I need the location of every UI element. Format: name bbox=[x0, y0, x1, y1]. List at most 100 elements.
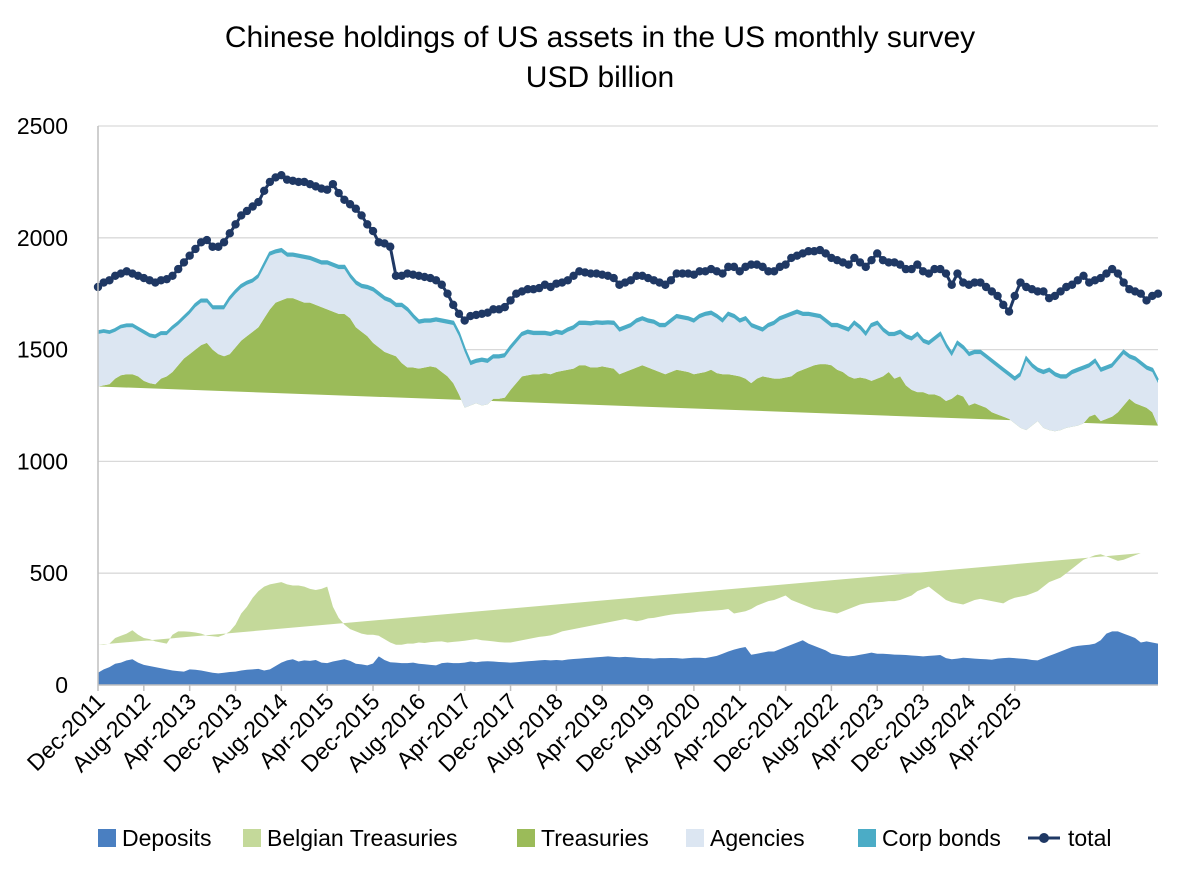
total-point bbox=[999, 300, 1008, 310]
legend-label-deposits: Deposits bbox=[122, 825, 211, 851]
total-point bbox=[941, 269, 951, 278]
total-point bbox=[666, 276, 676, 285]
y-tick-label: 0 bbox=[55, 672, 68, 698]
legend-label-total: total bbox=[1068, 825, 1111, 851]
y-tick-label: 2500 bbox=[17, 113, 68, 139]
total-point bbox=[981, 282, 991, 292]
total-point bbox=[844, 260, 853, 269]
total-point bbox=[265, 177, 275, 187]
total-point bbox=[1113, 269, 1123, 278]
total-point bbox=[735, 267, 744, 276]
total-point bbox=[1136, 289, 1146, 298]
total-point bbox=[202, 235, 212, 245]
total-point bbox=[1016, 278, 1025, 287]
total-point bbox=[609, 273, 618, 283]
total-point bbox=[363, 220, 372, 229]
total-point bbox=[168, 271, 177, 281]
total-point bbox=[867, 255, 876, 265]
total-point bbox=[913, 260, 922, 269]
total-point bbox=[431, 276, 441, 285]
total-point bbox=[563, 276, 573, 285]
chart-title: Chinese holdings of US assets in the US … bbox=[225, 21, 975, 54]
legend-swatch-agencies bbox=[686, 829, 704, 847]
y-tick-label: 2000 bbox=[17, 225, 68, 251]
total-point bbox=[953, 269, 962, 278]
total-point bbox=[993, 291, 1002, 301]
area-belgian-treasuries bbox=[98, 553, 1141, 645]
total-point bbox=[947, 280, 956, 289]
total-point bbox=[340, 195, 349, 204]
total-point bbox=[237, 211, 246, 220]
legend-marker-total bbox=[1039, 833, 1049, 843]
legend-label-corp-bonds: Corp bonds bbox=[882, 825, 1001, 851]
total-point bbox=[351, 204, 361, 213]
total-point bbox=[368, 226, 378, 236]
total-point bbox=[661, 280, 670, 289]
total-point bbox=[449, 300, 458, 310]
area-corp-bonds-edge bbox=[97, 247, 1159, 381]
total-point bbox=[191, 244, 200, 254]
total-point bbox=[569, 271, 578, 281]
area-agencies bbox=[98, 252, 1158, 432]
total-point bbox=[907, 264, 916, 274]
total-point bbox=[1079, 271, 1088, 281]
total-point bbox=[1153, 289, 1163, 298]
total-point bbox=[758, 262, 767, 272]
total-point bbox=[231, 220, 240, 229]
total-point bbox=[386, 242, 395, 251]
total-point bbox=[248, 202, 257, 211]
total-point bbox=[443, 289, 452, 298]
total-point bbox=[259, 186, 269, 196]
total-point bbox=[328, 179, 338, 189]
total-point bbox=[976, 278, 985, 287]
legend: Deposits Belgian Treasuries Treasuries Agen… bbox=[98, 825, 1111, 851]
total-point bbox=[1050, 291, 1060, 301]
total-point bbox=[454, 309, 464, 319]
total-point bbox=[225, 229, 234, 238]
total-point bbox=[987, 287, 997, 296]
area-treasuries bbox=[98, 298, 1158, 432]
total-point bbox=[174, 264, 183, 274]
total-point bbox=[1004, 307, 1014, 316]
total-point bbox=[185, 251, 194, 260]
total-point bbox=[924, 269, 934, 278]
legend-swatch-belgian-treasuries bbox=[243, 829, 261, 847]
total-point bbox=[1107, 264, 1117, 274]
total-point bbox=[506, 296, 515, 305]
total-point bbox=[105, 276, 114, 285]
total-point bbox=[855, 258, 865, 267]
total-point bbox=[334, 188, 343, 198]
total-point bbox=[1073, 276, 1082, 285]
total-point bbox=[1102, 269, 1111, 278]
legend-label-treasuries: Treasuries bbox=[541, 825, 649, 851]
total-point bbox=[460, 316, 469, 325]
total-point bbox=[1142, 296, 1151, 305]
total-point bbox=[345, 200, 355, 209]
total-point bbox=[500, 302, 510, 312]
total-point bbox=[437, 280, 446, 289]
legend-swatch-deposits bbox=[98, 829, 116, 847]
stacked-areas bbox=[97, 247, 1159, 685]
total-point bbox=[322, 185, 332, 194]
total-point bbox=[769, 267, 779, 276]
legend-swatch-corp-bonds bbox=[858, 829, 876, 847]
total-point bbox=[357, 211, 366, 220]
total-point bbox=[254, 197, 263, 207]
total-point bbox=[242, 206, 252, 216]
total-point bbox=[626, 276, 636, 285]
total-point bbox=[718, 269, 727, 278]
total-point bbox=[781, 260, 790, 269]
y-tick-label: 1500 bbox=[17, 337, 68, 363]
total-point bbox=[861, 262, 870, 272]
legend-label-belgian-treasuries: Belgian Treasuries bbox=[267, 825, 458, 851]
total-point bbox=[873, 249, 882, 258]
total-point bbox=[895, 260, 905, 269]
total-line bbox=[93, 170, 1163, 325]
total-point bbox=[1039, 287, 1048, 296]
total-point bbox=[1056, 287, 1065, 296]
total-point bbox=[277, 170, 286, 180]
total-point bbox=[1119, 278, 1128, 287]
total-point bbox=[821, 249, 830, 258]
